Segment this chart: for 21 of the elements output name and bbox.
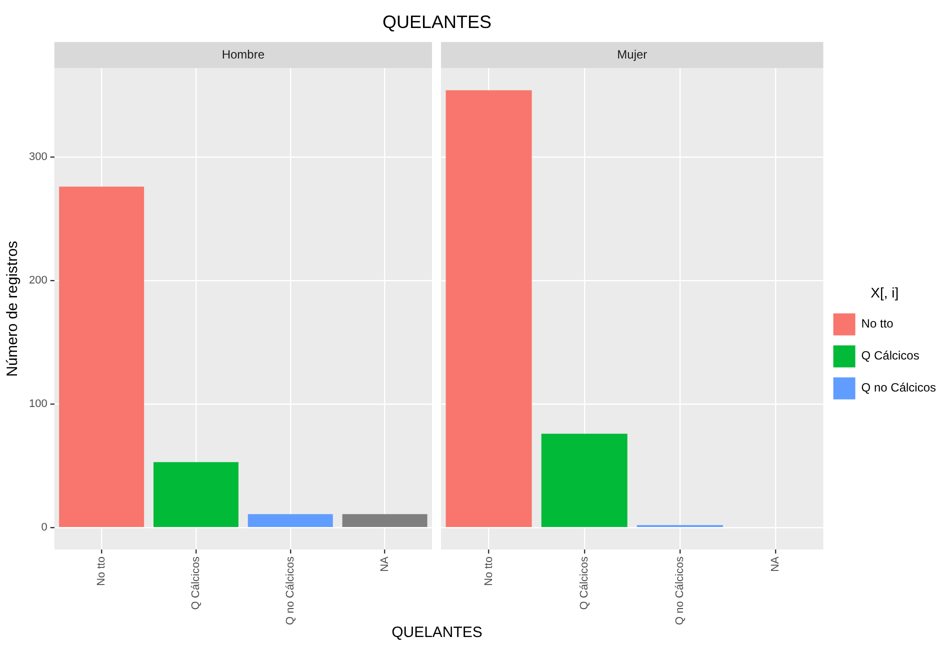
legend-label: No tto [861,316,894,331]
y-tick-label: 100 [28,398,48,410]
x-tick-label: NA [770,556,782,572]
x-tick-label: NA [378,556,391,572]
legend-label: Q no Cálcicos [861,380,936,395]
x-tick-label: Q no Cálcicos [674,556,686,626]
chart-title: QUELANTES [381,12,493,33]
chart-subtitle: Mujer [617,47,648,62]
x-axis-title: QUELANTES [390,624,484,641]
y-tick-label: 300 [28,150,48,163]
x-tick-label: Q Cálcicos [578,556,590,610]
x-tick-label: Q no Cálcicos [284,556,296,626]
y-axis-title: Número de registros [4,240,22,377]
legend-title: X[, i] [870,284,899,300]
legend-label: Q Cálcicos [861,348,920,363]
y-tick-label: 0 [41,522,48,534]
x-tick-label: Q Cálcicos [190,556,202,610]
y-tick-label: 200 [28,274,48,287]
chart-subtitle: Hombre [222,47,265,62]
x-tick-label: No tto [96,556,108,586]
x-tick-label: No tto [482,556,495,586]
